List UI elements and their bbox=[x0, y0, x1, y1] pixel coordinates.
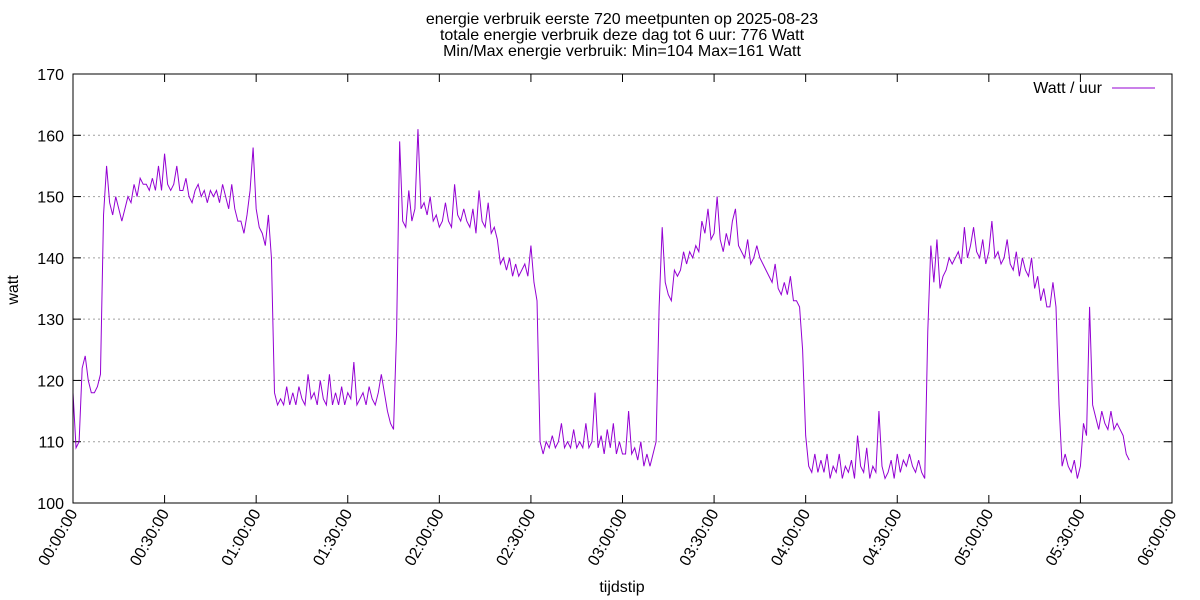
grid bbox=[73, 134, 1172, 443]
x-tick-label: 01:30:00 bbox=[310, 506, 356, 569]
x-tick-label: 03:00:00 bbox=[585, 506, 631, 569]
x-tick-label: 03:30:00 bbox=[677, 506, 723, 569]
y-tick-label: 140 bbox=[37, 251, 64, 268]
chart-title-line-2: totale energie verbruik deze dag tot 6 u… bbox=[439, 27, 805, 44]
x-tick-label: 01:00:00 bbox=[219, 506, 265, 569]
chart-title-line-1: energie verbruik eerste 720 meetpunten o… bbox=[425, 11, 819, 28]
y-axis-label: watt bbox=[5, 275, 22, 306]
x-tick-label: 05:00:00 bbox=[951, 506, 997, 569]
x-tick-label: 04:30:00 bbox=[860, 506, 906, 569]
x-tick-label: 00:00:00 bbox=[36, 506, 82, 569]
y-tick-label: 150 bbox=[37, 190, 64, 207]
x-tick-labels: 00:00:00 00:30:00 01:00:00 01:30:00 02:00:00… bbox=[36, 506, 1181, 569]
axis-ticks bbox=[72, 73, 1173, 504]
y-tick-labels: 100 110 120 130 140 150 160 170 bbox=[37, 67, 64, 513]
y-tick-label: 160 bbox=[37, 128, 64, 145]
y-tick-label: 100 bbox=[37, 496, 64, 513]
plot-border bbox=[72, 73, 1173, 504]
legend-label: Watt / uur bbox=[1033, 80, 1102, 97]
series-line-watt-per-hour bbox=[72, 129, 1130, 480]
y-tick-label: 130 bbox=[37, 312, 64, 329]
x-axis-label: tijdstip bbox=[599, 579, 644, 596]
x-tick-label: 02:30:00 bbox=[494, 506, 540, 569]
x-tick-label: 04:00:00 bbox=[768, 506, 814, 569]
chart-title-line-3: Min/Max energie verbruik: Min=104 Max=16… bbox=[443, 43, 801, 60]
x-tick-label: 06:00:00 bbox=[1135, 506, 1181, 569]
y-tick-label: 170 bbox=[37, 67, 64, 84]
x-tick-label: 02:00:00 bbox=[402, 506, 448, 569]
y-tick-label: 110 bbox=[38, 435, 64, 452]
y-tick-label: 120 bbox=[37, 373, 64, 390]
legend: Watt / uur bbox=[1033, 80, 1155, 97]
x-tick-label: 00:30:00 bbox=[127, 506, 173, 569]
x-tick-label: 05:30:00 bbox=[1043, 506, 1089, 569]
